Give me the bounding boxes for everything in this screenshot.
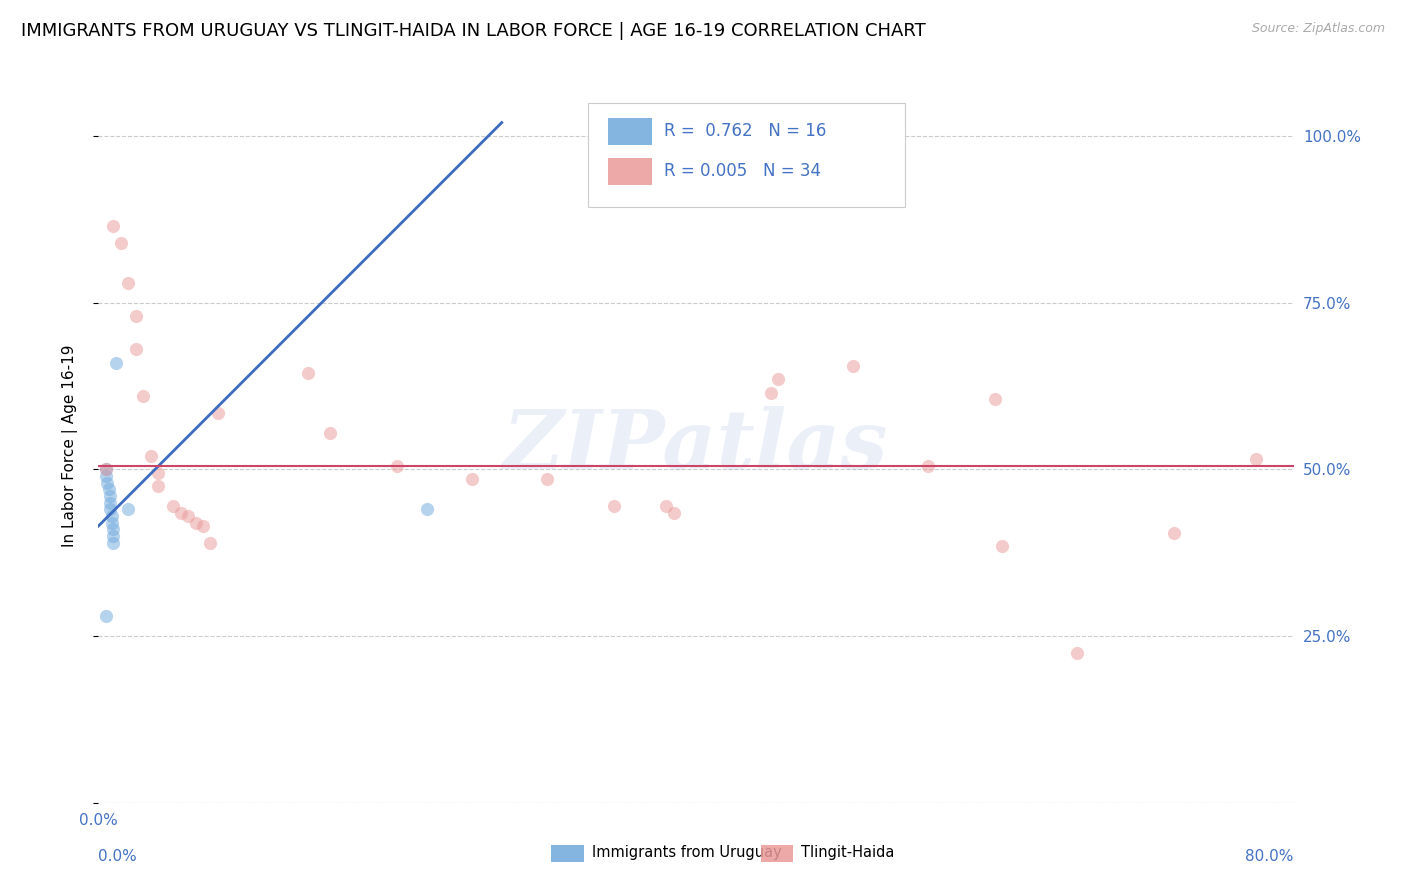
- Point: [385, 458, 409, 473]
- Point: [103, 535, 125, 549]
- Point: [759, 385, 782, 400]
- Point: [139, 449, 162, 463]
- Text: Immigrants from Uruguay: Immigrants from Uruguay: [592, 845, 782, 860]
- Point: [103, 529, 125, 543]
- Y-axis label: In Labor Force | Age 16-19: In Labor Force | Age 16-19: [62, 344, 77, 548]
- Point: [94, 462, 117, 476]
- Point: [200, 535, 222, 549]
- Point: [842, 359, 865, 373]
- Point: [177, 509, 200, 524]
- Point: [94, 609, 117, 624]
- Point: [103, 219, 125, 233]
- Point: [191, 519, 214, 533]
- Point: [603, 499, 626, 513]
- Text: 0.0%: 0.0%: [98, 849, 138, 864]
- Point: [125, 309, 148, 323]
- Point: [117, 502, 139, 516]
- Text: R =  0.762   N = 16: R = 0.762 N = 16: [664, 121, 827, 139]
- FancyBboxPatch shape: [607, 118, 652, 145]
- FancyBboxPatch shape: [588, 103, 905, 207]
- Point: [148, 466, 170, 480]
- Point: [105, 356, 128, 370]
- Text: ZIPatlas: ZIPatlas: [503, 406, 889, 486]
- Point: [100, 502, 122, 516]
- Point: [148, 479, 170, 493]
- FancyBboxPatch shape: [551, 845, 583, 862]
- Point: [101, 509, 124, 524]
- Point: [207, 406, 229, 420]
- Text: R = 0.005   N = 34: R = 0.005 N = 34: [664, 161, 821, 179]
- Point: [96, 475, 118, 490]
- Point: [1244, 452, 1267, 467]
- Point: [662, 506, 685, 520]
- Point: [319, 425, 342, 440]
- Point: [100, 489, 122, 503]
- Point: [991, 539, 1014, 553]
- Point: [461, 472, 484, 486]
- Text: IMMIGRANTS FROM URUGUAY VS TLINGIT-HAIDA IN LABOR FORCE | AGE 16-19 CORRELATION : IMMIGRANTS FROM URUGUAY VS TLINGIT-HAIDA…: [21, 22, 925, 40]
- Text: 80.0%: 80.0%: [1246, 849, 1294, 864]
- Point: [416, 502, 439, 516]
- Point: [117, 276, 139, 290]
- Point: [101, 516, 124, 530]
- Text: Tlingit-Haida: Tlingit-Haida: [801, 845, 894, 860]
- Text: Source: ZipAtlas.com: Source: ZipAtlas.com: [1251, 22, 1385, 36]
- Point: [125, 343, 148, 357]
- Point: [536, 472, 558, 486]
- Point: [169, 506, 191, 520]
- Point: [766, 372, 789, 386]
- Point: [100, 496, 122, 510]
- FancyBboxPatch shape: [761, 845, 793, 862]
- Point: [110, 235, 132, 250]
- FancyBboxPatch shape: [607, 158, 652, 185]
- Point: [162, 499, 184, 513]
- Point: [94, 469, 117, 483]
- Point: [97, 483, 120, 497]
- Point: [132, 389, 155, 403]
- Point: [103, 522, 125, 536]
- Point: [655, 499, 678, 513]
- Point: [1163, 525, 1185, 540]
- Point: [917, 458, 939, 473]
- Point: [984, 392, 1007, 407]
- Point: [184, 516, 207, 530]
- Point: [94, 462, 117, 476]
- Point: [1066, 646, 1088, 660]
- Point: [297, 366, 319, 380]
